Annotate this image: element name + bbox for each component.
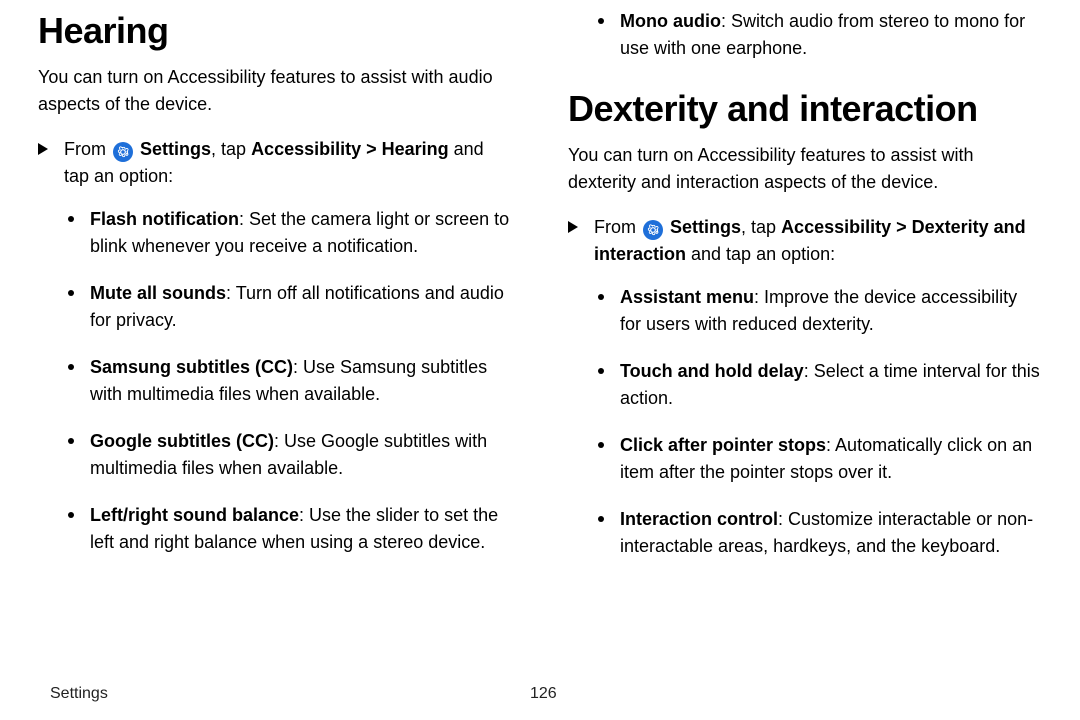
list-item: Google subtitles (CC): Use Google subtit… bbox=[68, 428, 512, 482]
hearing-nav-mid: , tap bbox=[211, 139, 251, 159]
hearing-nav-body: From Settings, tap Accessibility > Heari… bbox=[64, 136, 512, 190]
dexterity-nav-line: From Settings, tap Accessibility > Dexte… bbox=[568, 214, 1042, 268]
item-bold: Mute all sounds bbox=[90, 283, 226, 303]
list-item: Mute all sounds: Turn off all notificati… bbox=[68, 280, 512, 334]
hearing-title: Hearing bbox=[38, 4, 512, 58]
hearing-nav-path: Accessibility > Hearing bbox=[251, 139, 449, 159]
hearing-nav-pre: From bbox=[64, 139, 111, 159]
dex-nav-mid: , tap bbox=[741, 217, 781, 237]
right-column: Mono audio: Switch audio from stereo to … bbox=[568, 0, 1042, 680]
dexterity-intro: You can turn on Accessibility features t… bbox=[568, 142, 1042, 196]
list-item: Touch and hold delay: Select a time inte… bbox=[598, 358, 1042, 412]
list-item: Samsung subtitles (CC): Use Samsung subt… bbox=[68, 354, 512, 408]
list-item: Flash notification: Set the camera light… bbox=[68, 206, 512, 260]
item-bold: Samsung subtitles (CC) bbox=[90, 357, 293, 377]
footer-page-number: 126 bbox=[530, 682, 557, 706]
dex-nav-post: and tap an option: bbox=[686, 244, 835, 264]
page-footer: Settings 126 bbox=[50, 682, 1050, 706]
item-bold: Assistant menu bbox=[620, 287, 754, 307]
list-item: Click after pointer stops: Automatically… bbox=[598, 432, 1042, 486]
hearing-intro: You can turn on Accessibility features t… bbox=[38, 64, 512, 118]
list-item: Mono audio: Switch audio from stereo to … bbox=[598, 8, 1042, 62]
left-column: Hearing You can turn on Accessibility fe… bbox=[38, 0, 512, 680]
item-bold: Mono audio bbox=[620, 11, 721, 31]
dexterity-nav-body: From Settings, tap Accessibility > Dexte… bbox=[594, 214, 1042, 268]
hearing-nav-line: From Settings, tap Accessibility > Heari… bbox=[38, 136, 512, 190]
play-icon bbox=[568, 221, 578, 233]
mono-audio-list: Mono audio: Switch audio from stereo to … bbox=[568, 8, 1042, 62]
settings-icon bbox=[643, 220, 663, 240]
list-item: Assistant menu: Improve the device acces… bbox=[598, 284, 1042, 338]
dexterity-options-list: Assistant menu: Improve the device acces… bbox=[568, 284, 1042, 560]
hearing-nav-settings: Settings bbox=[140, 139, 211, 159]
list-item: Left/right sound balance: Use the slider… bbox=[68, 502, 512, 556]
dexterity-title: Dexterity and interaction bbox=[568, 82, 1042, 136]
dex-nav-settings: Settings bbox=[670, 217, 741, 237]
list-item: Interaction control: Customize interacta… bbox=[598, 506, 1042, 560]
hearing-options-list: Flash notification: Set the camera light… bbox=[38, 206, 512, 556]
play-icon bbox=[38, 143, 48, 155]
settings-icon bbox=[113, 142, 133, 162]
footer-section: Settings bbox=[50, 685, 108, 702]
dex-nav-pre: From bbox=[594, 217, 641, 237]
item-bold: Flash notification bbox=[90, 209, 239, 229]
item-bold: Interaction control bbox=[620, 509, 778, 529]
item-bold: Click after pointer stops bbox=[620, 435, 826, 455]
item-bold: Left/right sound balance bbox=[90, 505, 299, 525]
page: Hearing You can turn on Accessibility fe… bbox=[0, 0, 1080, 680]
item-bold: Touch and hold delay bbox=[620, 361, 804, 381]
item-bold: Google subtitles (CC) bbox=[90, 431, 274, 451]
